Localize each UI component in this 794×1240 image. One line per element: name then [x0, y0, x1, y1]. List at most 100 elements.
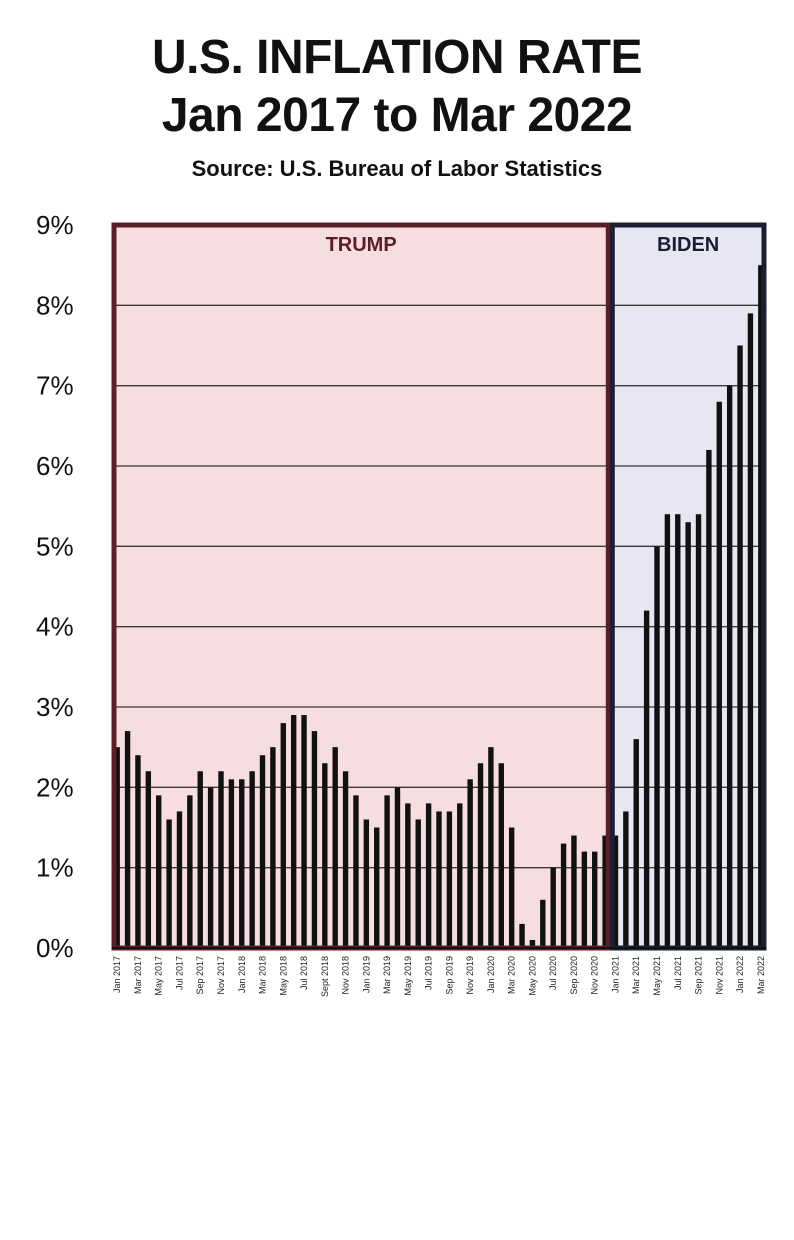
y-tick-label: 5% [36, 531, 74, 561]
bar [384, 795, 390, 948]
x-tick-label: Jul 2017 [174, 956, 184, 990]
x-tick-label: Jan 2018 [237, 956, 247, 993]
bar [706, 449, 712, 948]
bar [726, 385, 733, 949]
bar [612, 835, 619, 948]
bar [477, 763, 484, 948]
x-tick-label: Jul 2019 [424, 956, 434, 990]
y-tick-label: 2% [36, 772, 74, 802]
x-tick-label: Jul 2020 [548, 956, 558, 990]
bar [425, 803, 432, 948]
bar [592, 851, 598, 948]
x-tick-label: Sep 2020 [569, 956, 579, 995]
region-trump [112, 225, 611, 948]
x-tick-label: Jan 2022 [735, 956, 745, 993]
bar [758, 265, 764, 949]
bar [695, 514, 702, 948]
x-tick-label: Jan 2021 [610, 956, 620, 993]
bar [218, 771, 224, 948]
bar [685, 522, 691, 948]
x-tick-label: Nov 2020 [590, 956, 600, 995]
bar [654, 546, 660, 948]
bar [623, 811, 629, 948]
y-tick-label: 9% [36, 210, 74, 240]
bar [415, 819, 421, 948]
bar [332, 747, 338, 948]
bar [135, 755, 141, 948]
chart-title: U.S. INFLATION RATE [151, 31, 643, 84]
bar [633, 739, 639, 948]
bar [353, 795, 359, 948]
x-tick-label: May 2018 [278, 956, 288, 996]
x-tick-label: Jul 2021 [673, 956, 683, 990]
bar [602, 835, 608, 948]
bar [249, 771, 255, 948]
bar [643, 610, 650, 948]
bar [342, 771, 349, 948]
x-tick-label: Mar 2020 [507, 956, 517, 994]
chart-subtitle: Jan 2017 to Mar 2022 [161, 89, 633, 142]
x-tick-label: Sep 2017 [195, 956, 205, 995]
bar [124, 731, 131, 948]
x-tick-label: Mar 2021 [631, 956, 641, 994]
y-tick-label: 3% [36, 692, 74, 722]
bar [529, 939, 536, 948]
x-tick-label: May 2017 [154, 956, 164, 996]
x-tick-label: Jan 2020 [486, 956, 496, 993]
bar [540, 899, 546, 948]
y-tick-label: 7% [36, 371, 74, 401]
x-tick-label: Sep 2019 [444, 956, 454, 995]
x-tick-label: Mar 2022 [756, 956, 766, 994]
bar [301, 715, 307, 948]
bar [239, 779, 245, 948]
bar [550, 867, 556, 948]
bar [581, 851, 588, 948]
bar [394, 787, 401, 948]
bar [197, 771, 203, 948]
x-tick-label: Sep 2021 [694, 956, 704, 995]
bar [488, 747, 494, 948]
bar [156, 795, 162, 948]
x-tick-label: Mar 2018 [258, 956, 268, 994]
bar [228, 779, 235, 948]
y-tick-label: 0% [36, 933, 74, 963]
x-tick-label: Nov 2018 [341, 956, 351, 995]
bar [187, 795, 193, 948]
bar [519, 923, 525, 948]
bar [280, 723, 286, 948]
chart-source: Source: U.S. Bureau of Labor Statistics [191, 156, 603, 181]
y-tick-label: 4% [36, 612, 74, 642]
bar [446, 811, 453, 948]
x-tick-label: May 2020 [527, 956, 537, 996]
bar [322, 763, 328, 948]
x-tick-label: Nov 2017 [216, 956, 226, 995]
y-tick-label: 6% [36, 451, 74, 481]
bar [311, 731, 318, 948]
bar [405, 803, 411, 948]
x-tick-label: May 2019 [403, 956, 413, 996]
bar [290, 715, 297, 948]
x-tick-label: May 2021 [652, 956, 662, 996]
bar [145, 771, 152, 948]
x-tick-label: Nov 2021 [714, 956, 724, 995]
bar [374, 827, 380, 948]
bar [737, 345, 743, 948]
x-tick-label: Jan 2017 [112, 956, 122, 993]
bar [259, 755, 266, 948]
bar [166, 819, 172, 948]
bar [508, 827, 515, 948]
bar [457, 803, 463, 948]
bar [716, 401, 722, 948]
x-tick-label: Mar 2019 [382, 956, 392, 994]
bar [270, 747, 276, 948]
bar [498, 763, 504, 948]
x-tick-label: Mar 2017 [133, 956, 143, 994]
bar [675, 514, 681, 948]
x-tick-label: Jul 2018 [299, 956, 309, 990]
bar [571, 835, 577, 948]
y-tick-label: 1% [36, 853, 74, 883]
region-label-trump: TRUMP [326, 234, 397, 256]
bar [363, 819, 370, 948]
bar [560, 843, 567, 948]
